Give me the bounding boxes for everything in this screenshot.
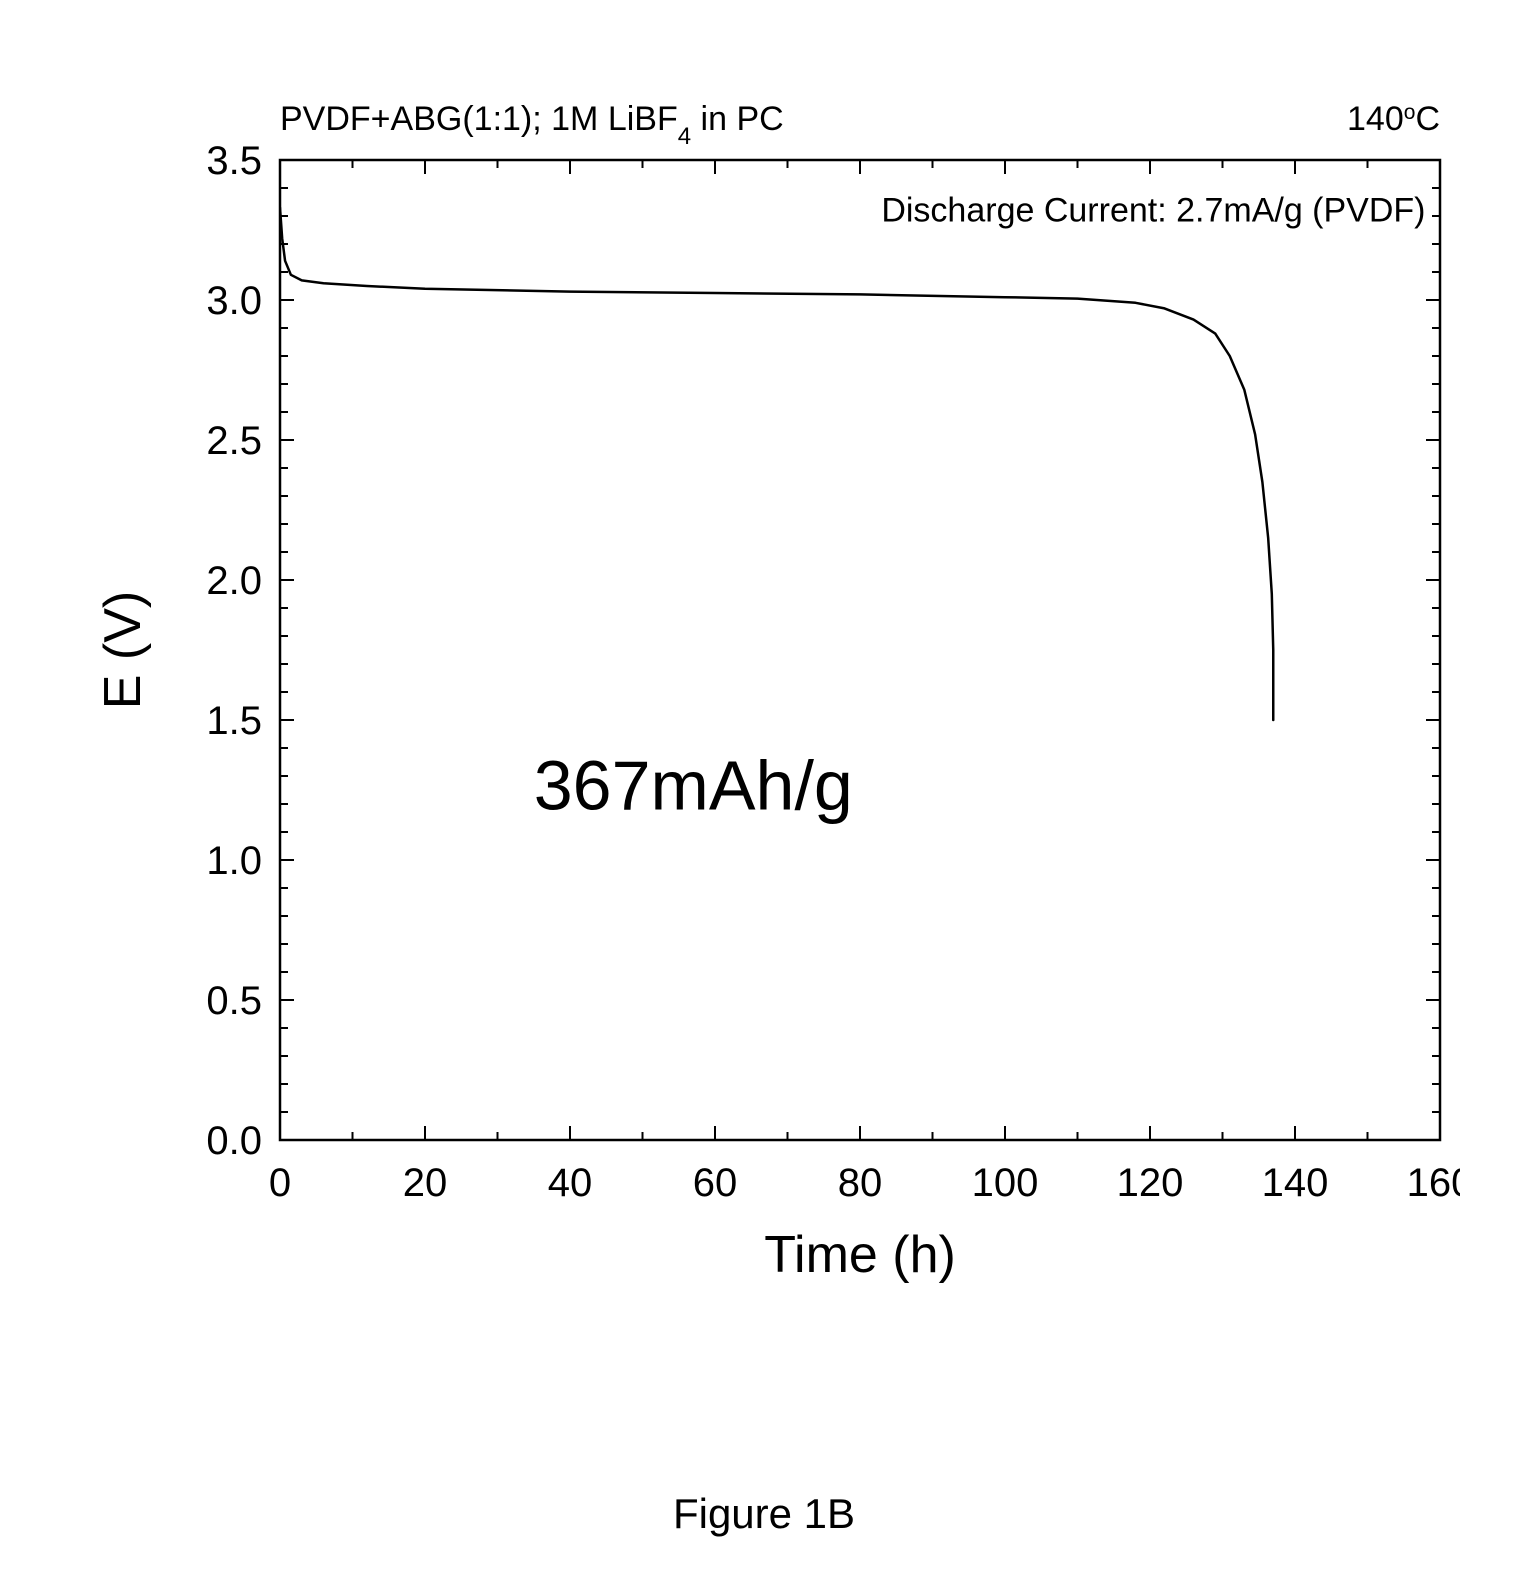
svg-text:120: 120 [1117, 1161, 1184, 1205]
svg-text:2.0: 2.0 [206, 559, 262, 603]
svg-text:Time (h): Time (h) [764, 1226, 956, 1284]
annotation-composition: PVDF+ABG(1:1); 1M LiBF4 in PC [280, 100, 784, 150]
svg-text:0.5: 0.5 [206, 979, 262, 1023]
discharge-chart: 0 20 40 60 80 100 120 140 160 0.0 0.5 1.0 1.5 2.0 2.5 3… [60, 40, 1460, 1305]
svg-text:1.5: 1.5 [206, 699, 262, 743]
figure-caption: Figure 1B [0, 1490, 1528, 1538]
svg-text:3.0: 3.0 [206, 279, 262, 323]
svg-text:20: 20 [403, 1161, 448, 1205]
page: 0 20 40 60 80 100 120 140 160 0.0 0.5 1.0 1.5 2.0 2.5 3… [0, 0, 1528, 1591]
svg-text:0: 0 [269, 1161, 291, 1205]
annotation-capacity: 367mAh/g [534, 747, 853, 825]
svg-text:3.5: 3.5 [206, 139, 262, 183]
annotation-temperature: 140oC [1347, 100, 1440, 138]
svg-text:100: 100 [972, 1161, 1039, 1205]
svg-text:2.5: 2.5 [206, 419, 262, 463]
svg-text:160: 160 [1407, 1161, 1460, 1205]
svg-text:0.0: 0.0 [206, 1119, 262, 1163]
svg-text:140: 140 [1262, 1161, 1329, 1205]
svg-text:40: 40 [548, 1161, 593, 1205]
svg-text:E (V): E (V) [94, 591, 152, 709]
svg-text:1.0: 1.0 [206, 839, 262, 883]
annotation-discharge-current: Discharge Current: 2.7mA/g (PVDF) [881, 192, 1425, 230]
svg-text:80: 80 [838, 1161, 883, 1205]
svg-text:60: 60 [693, 1161, 738, 1205]
chart-svg: 0 20 40 60 80 100 120 140 160 0.0 0.5 1.0 1.5 2.0 2.5 3… [60, 40, 1460, 1300]
